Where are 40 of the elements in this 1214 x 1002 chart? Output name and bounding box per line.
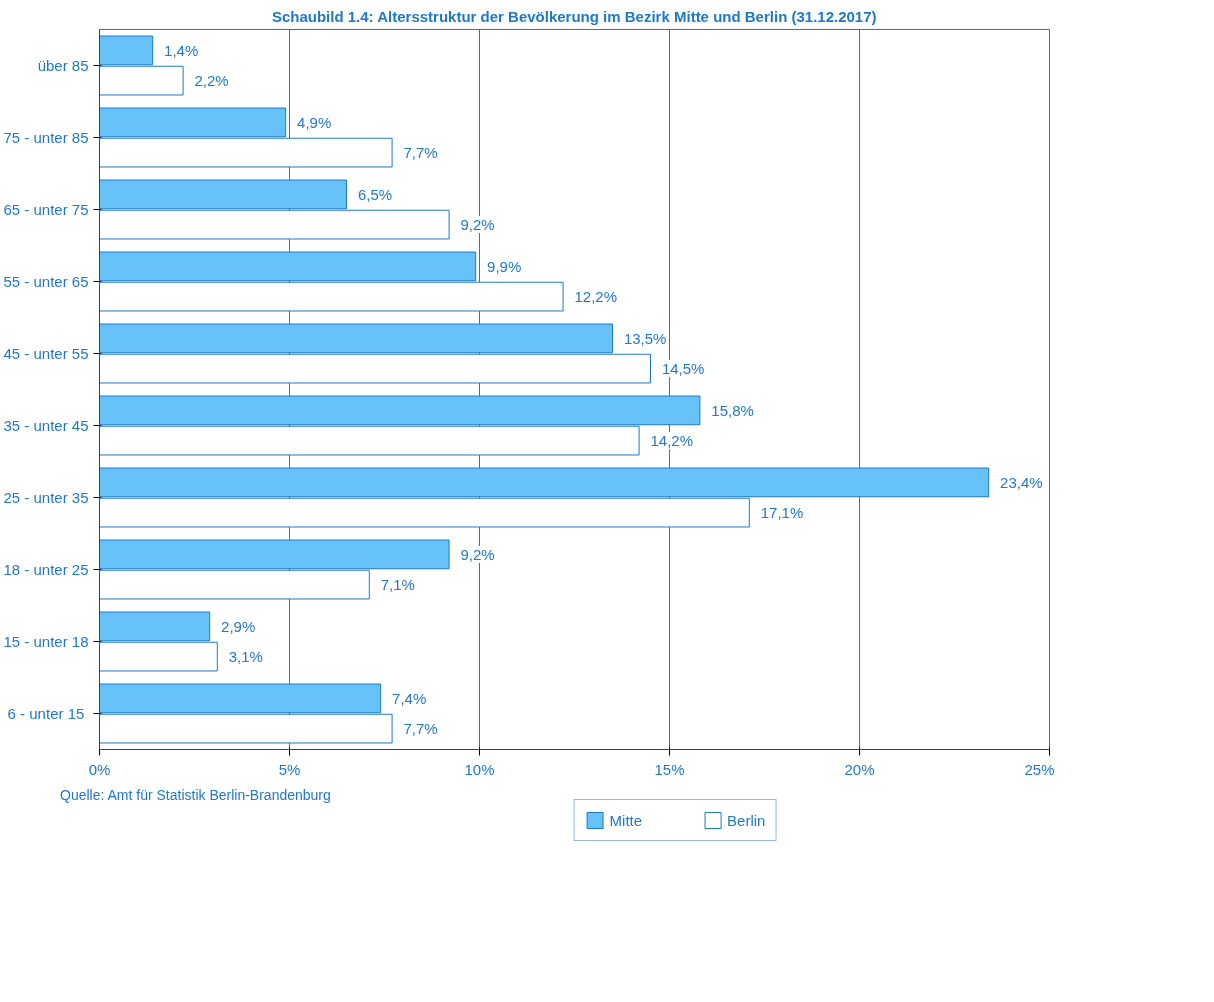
x-tick-label: 25% xyxy=(1024,760,1055,778)
y-tick-label: 55 - unter 65 xyxy=(3,273,89,290)
source-note: Quelle: Amt für Statistik Berlin-Brandenburg xyxy=(60,786,331,805)
data-label: 9,2% xyxy=(460,216,495,234)
legend-label: Berlin xyxy=(727,811,766,829)
x-tick-label: 15% xyxy=(654,760,685,778)
data-label: 13,5% xyxy=(623,329,667,347)
y-tick-label: 45 - unter 55 xyxy=(3,345,89,362)
data-label: 12,2% xyxy=(574,288,618,306)
data-label: 9,2% xyxy=(460,545,495,563)
data-label: 2,2% xyxy=(194,72,229,90)
data-label: 17,1% xyxy=(760,504,804,522)
data-label: 9,9% xyxy=(487,257,522,275)
data-label: 3,1% xyxy=(228,648,263,666)
chart-title: Schaubild 1.4: Altersstruktur der Bevölkerung im Bezirk Mitte und Berlin (31.12.2017) xyxy=(271,7,877,25)
legend-label: Mitte xyxy=(609,811,643,829)
data-label: 7,7% xyxy=(403,720,438,738)
x-tick-label: 20% xyxy=(844,760,875,778)
y-tick-label: 75 - unter 85 xyxy=(3,129,89,146)
y-tick-label: 65 - unter 75 xyxy=(3,201,89,218)
data-label: 15,8% xyxy=(711,401,754,419)
data-label: 23,4% xyxy=(1000,473,1043,491)
data-label: 7,4% xyxy=(392,689,427,707)
y-tick-label: über 85 xyxy=(37,57,89,74)
y-tick-label: 15 - unter 18 xyxy=(3,633,89,650)
data-label: 7,7% xyxy=(403,144,438,162)
x-tick-label: 5% xyxy=(278,760,301,778)
data-label: 14,5% xyxy=(661,360,705,378)
y-tick-label: 18 - unter 25 xyxy=(3,561,89,578)
data-label: 4,9% xyxy=(297,113,332,131)
data-label: 6,5% xyxy=(357,185,393,203)
x-tick-label: 0% xyxy=(88,760,111,778)
data-label: 14,2% xyxy=(650,432,694,450)
data-label: 7,1% xyxy=(380,576,415,594)
y-tick-label: 6 - unter 15 xyxy=(7,705,85,722)
y-tick-label: 35 - unter 45 xyxy=(3,417,89,434)
y-tick-label: 25 - unter 35 xyxy=(3,489,89,506)
data-label: 1,4% xyxy=(164,41,199,59)
x-tick-label: 10% xyxy=(464,760,495,778)
data-label: 2,9% xyxy=(221,617,256,635)
